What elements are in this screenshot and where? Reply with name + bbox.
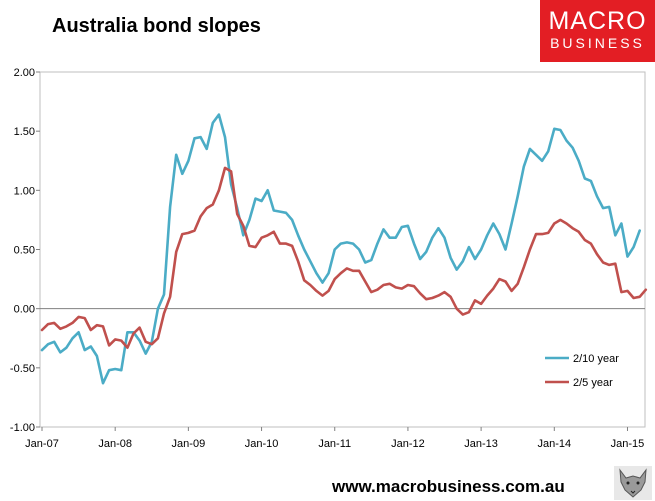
y-tick-label: 1.50 <box>14 126 35 138</box>
x-axis: Jan-07 Jan-08 Jan-09 Jan-10 Jan-11 Jan-12 Jan-… <box>25 427 644 450</box>
macrobusiness-logo: MACRO BUSINESS <box>540 0 655 62</box>
legend-label: 2/5 year <box>573 377 613 389</box>
x-tick-label: Jan-15 <box>611 438 645 450</box>
y-tick-label: 0.00 <box>14 304 35 316</box>
y-tick-label: 1.00 <box>14 185 35 197</box>
x-tick-label: Jan-13 <box>464 438 498 450</box>
plot-area-border <box>39 71 646 428</box>
x-tick-label: Jan-10 <box>245 438 279 450</box>
y-tick-label: -1.00 <box>10 422 35 434</box>
footer-url: www.macrobusiness.com.au <box>332 477 565 496</box>
x-tick-label: Jan-11 <box>318 438 351 450</box>
logo-line-2: BUSINESS <box>550 35 645 51</box>
y-tick-label: 2.00 <box>14 67 35 79</box>
x-tick-label: Jan-14 <box>537 438 571 450</box>
x-tick-label: Jan-07 <box>25 438 59 450</box>
wolf-icon <box>614 466 652 500</box>
legend: 2/10 year 2/5 year <box>545 353 619 389</box>
series-line-2-5-year <box>40 166 648 350</box>
logo-line-1: MACRO <box>548 7 647 35</box>
x-tick-label: Jan-09 <box>172 438 206 450</box>
series-layer <box>40 113 648 385</box>
x-tick-label: Jan-12 <box>391 438 425 450</box>
y-tick-label: -0.50 <box>10 363 35 375</box>
legend-label: 2/10 year <box>573 353 619 365</box>
x-tick-label: Jan-08 <box>98 438 132 450</box>
chart-title: Australia bond slopes <box>52 15 261 37</box>
series-line-2-10-year <box>40 113 642 385</box>
y-axis: -1.00 -0.50 0.00 0.50 1.00 1.50 2.00 <box>10 67 646 434</box>
y-tick-label: 0.50 <box>14 245 35 257</box>
